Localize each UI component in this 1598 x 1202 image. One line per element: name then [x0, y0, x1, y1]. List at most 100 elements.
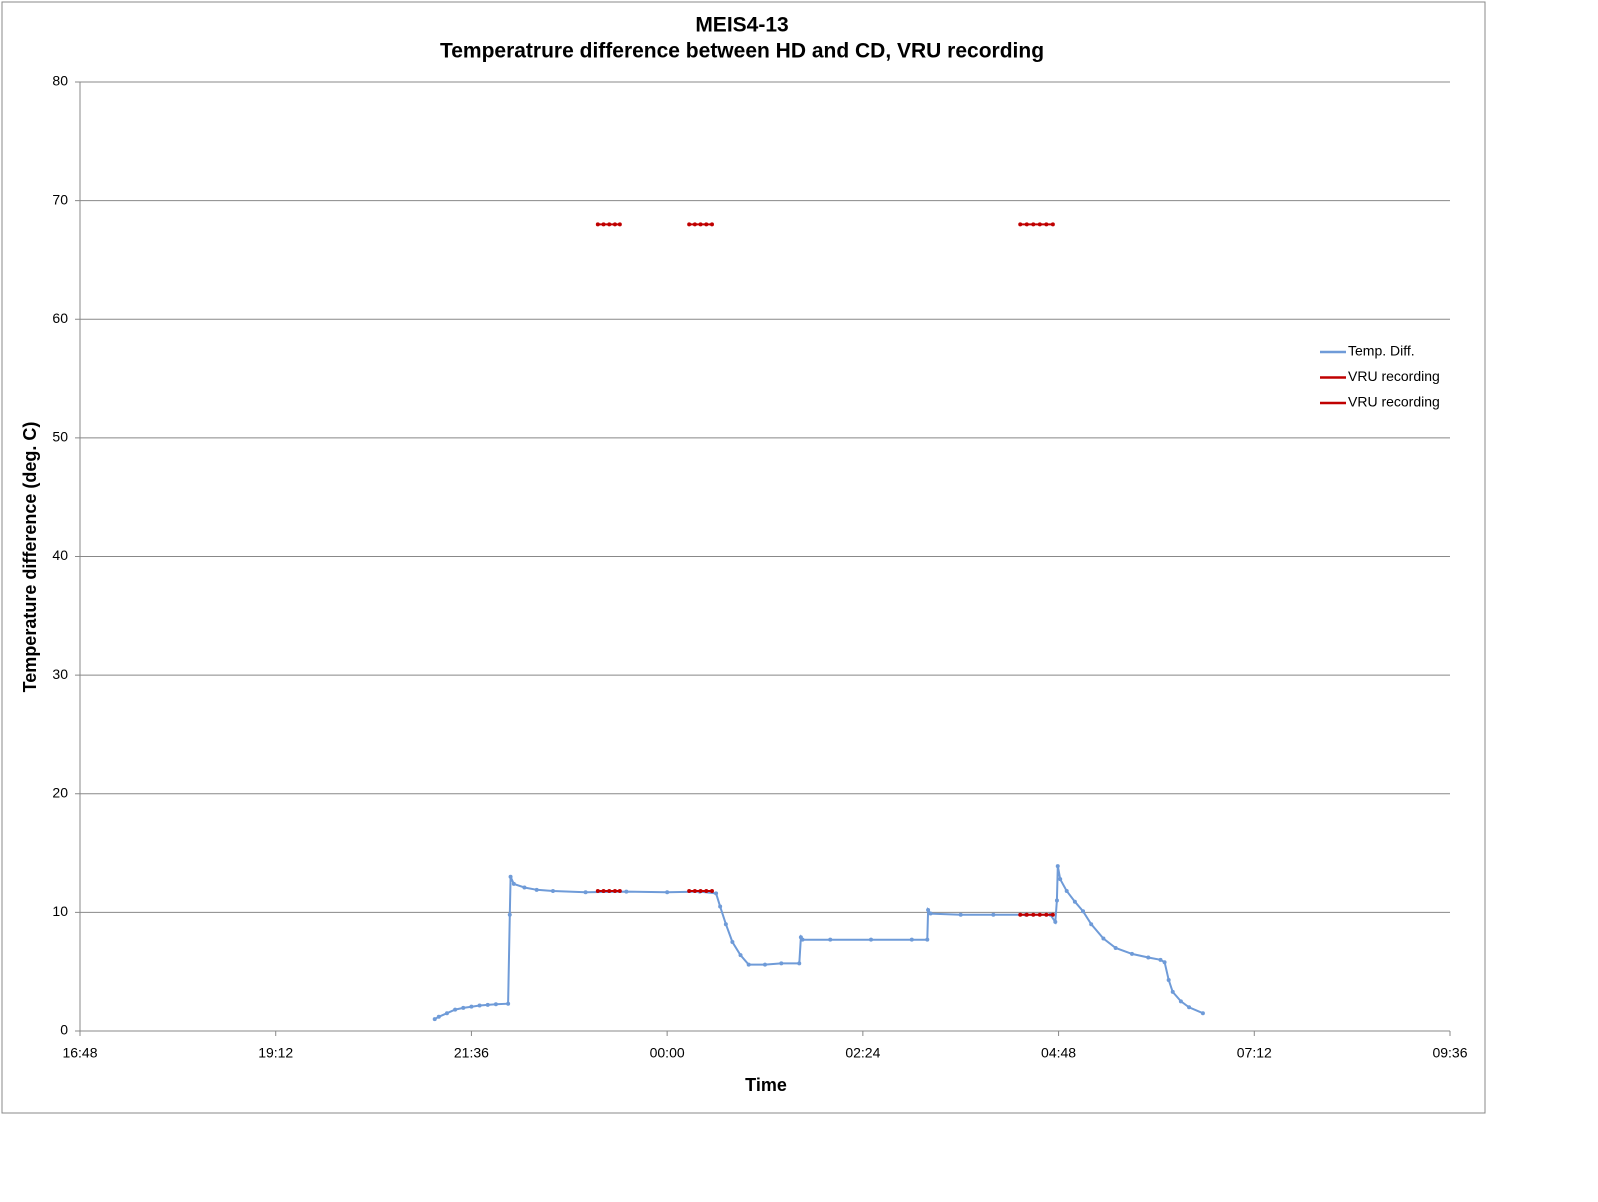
point: [1044, 912, 1049, 917]
point: [1166, 977, 1171, 982]
point: [1031, 912, 1036, 917]
point: [909, 937, 914, 942]
point: [607, 222, 612, 227]
point: [1162, 960, 1167, 965]
point: [485, 1002, 490, 1007]
point: [692, 889, 697, 894]
y-tick-label: 30: [52, 666, 68, 682]
x-tick-label: 07:12: [1237, 1045, 1272, 1061]
point: [469, 1004, 474, 1009]
point: [1024, 222, 1029, 227]
point: [1081, 909, 1086, 914]
point: [624, 889, 629, 894]
point: [1187, 1005, 1192, 1010]
point: [444, 1011, 449, 1016]
point: [1018, 222, 1023, 227]
point: [461, 1005, 466, 1010]
point: [432, 1017, 437, 1022]
x-tick-label: 04:48: [1041, 1045, 1076, 1061]
point: [477, 1003, 482, 1008]
point: [522, 885, 527, 890]
point: [714, 891, 719, 896]
point: [595, 889, 600, 894]
y-tick-label: 70: [52, 191, 68, 207]
x-axis-label: Time: [745, 1075, 787, 1095]
point: [1031, 222, 1036, 227]
point: [738, 953, 743, 958]
point: [1170, 989, 1175, 994]
point: [1055, 864, 1060, 869]
point: [507, 912, 512, 917]
point: [1129, 951, 1134, 956]
point: [1054, 898, 1059, 903]
point: [612, 889, 617, 894]
point: [991, 912, 996, 917]
legend-label: Temp. Diff.: [1348, 343, 1415, 359]
y-tick-label: 60: [52, 310, 68, 326]
point: [1044, 222, 1049, 227]
point: [698, 889, 703, 894]
y-tick-label: 20: [52, 784, 68, 800]
point: [869, 937, 874, 942]
point: [692, 222, 697, 227]
point: [718, 904, 723, 909]
y-tick-label: 40: [52, 547, 68, 563]
point: [763, 962, 767, 967]
point: [453, 1007, 458, 1012]
point: [1089, 922, 1094, 927]
point: [601, 222, 606, 227]
point: [730, 940, 735, 945]
point: [1058, 877, 1063, 882]
x-tick-label: 02:24: [845, 1045, 880, 1061]
point: [779, 961, 784, 966]
legend-label: VRU recording: [1348, 368, 1440, 384]
x-tick-label: 00:00: [650, 1045, 685, 1061]
point: [1018, 912, 1023, 917]
point: [687, 889, 692, 894]
point: [926, 908, 931, 913]
point: [1072, 899, 1077, 904]
x-tick-label: 21:36: [454, 1045, 489, 1061]
point: [534, 887, 539, 892]
point: [1064, 889, 1069, 894]
x-tick-label: 09:36: [1432, 1045, 1467, 1061]
point: [1050, 222, 1055, 227]
point: [828, 937, 833, 942]
point: [1146, 955, 1151, 960]
point: [550, 889, 555, 894]
point: [800, 937, 805, 942]
point: [709, 889, 714, 894]
point: [601, 889, 606, 894]
point: [1024, 912, 1029, 917]
point: [508, 874, 513, 879]
point: [617, 889, 622, 894]
point: [493, 1002, 498, 1007]
x-tick-label: 16:48: [62, 1045, 97, 1061]
point: [1101, 936, 1106, 941]
point: [687, 222, 692, 227]
point: [583, 890, 588, 895]
chart-title: MEIS4-13: [695, 14, 788, 37]
point: [1037, 912, 1042, 917]
point: [1200, 1011, 1205, 1016]
point: [665, 890, 670, 895]
point: [607, 889, 612, 894]
point: [1158, 957, 1163, 962]
point: [704, 222, 709, 227]
point: [595, 222, 600, 227]
y-axis-label: Temperature difference (deg. C): [20, 422, 40, 693]
point: [1178, 999, 1183, 1004]
point: [704, 889, 709, 894]
point: [1053, 919, 1058, 924]
point: [709, 222, 714, 227]
point: [1050, 912, 1055, 917]
y-tick-label: 80: [52, 73, 68, 89]
point: [928, 911, 933, 916]
chart-border: [1, 1, 1486, 1114]
x-tick-label: 19:12: [258, 1045, 293, 1061]
point: [511, 881, 516, 886]
chart-subtitle: Temperatrure difference between HD and C…: [440, 40, 1044, 63]
point: [723, 922, 728, 927]
point: [958, 912, 963, 917]
